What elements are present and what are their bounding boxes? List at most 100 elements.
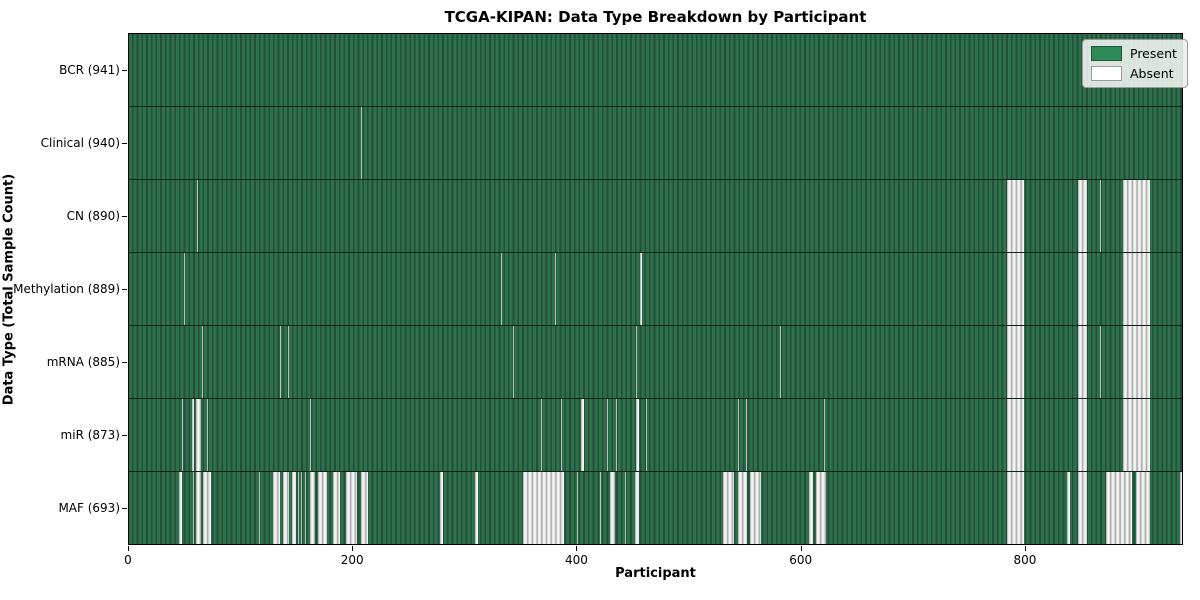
legend-label: Absent: [1130, 66, 1174, 81]
absent-stripe: [1007, 472, 1025, 544]
y-tick-mark: [122, 362, 127, 364]
absent-stripe: [500, 253, 502, 325]
x-tick-label: 400: [565, 553, 588, 567]
absent-stripe: [635, 326, 638, 398]
absent-stripe: [512, 326, 514, 398]
absent-stripe: [273, 472, 281, 544]
absent-stripe: [1077, 326, 1087, 398]
absent-stripe: [809, 472, 813, 544]
y-tick-mark: [122, 215, 127, 217]
y-tick-label-methylation: Methylation (889): [13, 282, 120, 296]
x-tick-mark: [352, 546, 354, 551]
x-tick-mark: [576, 546, 578, 551]
x-tick-label: 600: [789, 553, 813, 567]
absent-stripe: [360, 472, 369, 544]
y-tick-mark: [122, 508, 127, 510]
absent-stripe: [1077, 472, 1087, 544]
y-tick-label-mir: miR (873): [60, 428, 120, 443]
x-tick-mark: [800, 546, 802, 551]
y-tick-mark: [122, 69, 127, 71]
absent-stripe: [1007, 253, 1025, 325]
heatmap-row-bcr: [129, 34, 1182, 107]
absent-stripe: [635, 399, 640, 471]
heatmap-row-maf: [129, 472, 1182, 544]
heatmap-row-clinical: [129, 107, 1182, 180]
legend-swatch-absent: [1091, 66, 1122, 81]
y-tick-label-cn: CN (890): [66, 208, 120, 223]
heatmap-row-methylation: [129, 253, 1182, 326]
absent-stripe: [283, 472, 290, 544]
absent-stripe: [304, 472, 306, 544]
absent-stripe: [196, 399, 201, 471]
absent-stripe: [207, 399, 209, 471]
absent-stripe: [258, 472, 260, 544]
absent-stripe: [737, 399, 739, 471]
x-tick-label: 200: [340, 553, 364, 567]
absent-stripe: [202, 472, 211, 544]
x-axis-label: Participant: [615, 566, 696, 581]
absent-stripe: [192, 472, 194, 544]
x-tick-mark: [128, 546, 129, 551]
absent-stripe: [179, 472, 182, 544]
absent-stripe: [287, 326, 289, 398]
absent-stripe: [723, 472, 735, 544]
heatmap-row-mrna: [129, 326, 1182, 399]
absent-stripe: [823, 399, 826, 471]
absent-stripe: [610, 472, 615, 544]
absent-stripe: [1077, 253, 1087, 325]
absent-stripe: [522, 472, 565, 544]
legend: Present Absent: [1082, 39, 1188, 88]
absent-stripe: [1007, 180, 1025, 252]
absent-stripe: [474, 472, 479, 544]
absent-stripe: [1007, 326, 1025, 398]
absent-stripe: [1122, 253, 1150, 325]
absent-stripe: [816, 472, 827, 544]
absent-stripe: [280, 326, 282, 398]
absent-stripe: [540, 399, 542, 471]
absent-stripe: [297, 472, 300, 544]
absent-stripe: [440, 472, 444, 544]
absent-stripe: [310, 472, 315, 544]
heatmap-plot-area: [128, 33, 1183, 545]
absent-stripe: [1066, 472, 1071, 544]
y-tick-label-clinical: Clinical (940): [40, 135, 120, 150]
legend-label: Present: [1130, 46, 1177, 61]
heatmap-row-mir: [129, 399, 1182, 472]
absent-stripe: [576, 472, 578, 544]
absent-stripe: [191, 399, 194, 471]
absent-stripe: [624, 472, 626, 544]
absent-stripe: [1179, 472, 1182, 544]
absent-stripe: [555, 253, 557, 325]
absent-stripe: [301, 472, 303, 544]
y-tick-label-maf: MAF (693): [58, 501, 120, 516]
absent-stripe: [1007, 399, 1025, 471]
legend-swatch-present: [1091, 46, 1122, 61]
absent-stripe: [634, 472, 640, 544]
legend-entry-present: Present: [1091, 46, 1177, 61]
absent-stripe: [1136, 472, 1150, 544]
absent-stripe: [750, 472, 762, 544]
absent-stripe: [1122, 326, 1150, 398]
absent-stripe: [1105, 472, 1132, 544]
absent-stripe: [310, 399, 312, 471]
absent-stripe: [1122, 180, 1150, 252]
absent-stripe: [1077, 399, 1087, 471]
absent-stripe: [181, 399, 183, 471]
absent-stripe: [1100, 180, 1102, 252]
y-tick-mark: [122, 435, 127, 437]
absent-stripe: [183, 253, 185, 325]
absent-stripe: [1100, 326, 1102, 398]
absent-stripe: [780, 326, 782, 398]
y-tick-label-mrna: mRNA (885): [46, 355, 120, 370]
heatmap-row-cn: [129, 180, 1182, 253]
absent-stripe: [201, 326, 203, 398]
absent-stripe: [581, 399, 585, 471]
absent-stripe: [615, 399, 617, 471]
absent-stripe: [346, 472, 358, 544]
y-tick-mark: [122, 289, 127, 290]
chart-title: TCGA-KIPAN: Data Type Breakdown by Parti…: [444, 8, 867, 26]
absent-stripe: [737, 472, 747, 544]
absent-stripe: [745, 399, 747, 471]
y-tick-mark: [122, 142, 127, 144]
absent-stripe: [292, 472, 296, 544]
